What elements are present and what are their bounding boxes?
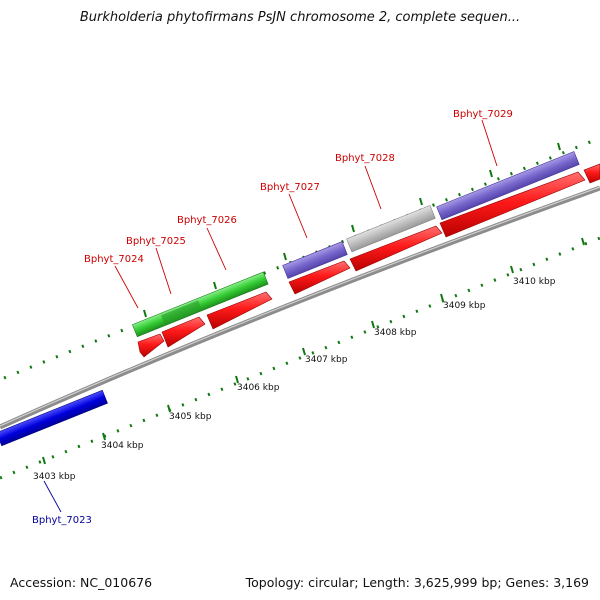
scale-label: 3403 kbp bbox=[33, 472, 76, 482]
scale-label: 3404 kbp bbox=[101, 441, 144, 451]
accession-text: Accession: NC_010676 bbox=[10, 575, 153, 590]
outer-tick-ring bbox=[3, 136, 600, 380]
gene-label-7027[interactable]: Bphyt_7027 bbox=[260, 182, 320, 193]
cds-arrow-7027[interactable] bbox=[288, 260, 351, 295]
grey-feature[interactable] bbox=[346, 204, 436, 253]
scale-label: 3406 kbp bbox=[237, 383, 280, 393]
gene-leaders bbox=[43, 119, 498, 513]
scale-tick-dots bbox=[0, 236, 600, 480]
cds-arrow-7025[interactable] bbox=[161, 316, 206, 348]
gene-labels: Bphyt_7023 Bphyt_7024 Bphyt_7025 Bphyt_7… bbox=[32, 109, 513, 526]
scale-label: 3410 kbp bbox=[513, 277, 556, 287]
purple-feature[interactable] bbox=[282, 241, 348, 279]
cds-track bbox=[137, 163, 600, 358]
leader-7024 bbox=[114, 265, 139, 309]
chromosome-backbone bbox=[0, 185, 600, 430]
purple-feature-long[interactable] bbox=[436, 151, 580, 221]
chromosome-backbone-highlight bbox=[0, 186, 600, 427]
scale-tick-majors bbox=[42, 237, 585, 465]
gene-label-7029[interactable]: Bphyt_7029 bbox=[453, 109, 513, 120]
scale-label: 3407 kbp bbox=[305, 355, 348, 365]
gene-label-7025[interactable]: Bphyt_7025 bbox=[126, 236, 186, 247]
leader-7028 bbox=[364, 165, 382, 210]
scale-labels: 3403 kbp 3404 kbp 3405 kbp 3406 kbp 3407… bbox=[33, 277, 556, 482]
scale-ring bbox=[0, 236, 600, 480]
topology-text: Topology: circular; Length: 3,625,999 bp… bbox=[245, 575, 589, 590]
scale-label: 3405 kbp bbox=[169, 412, 212, 422]
map-title: Burkholderia phytofirmans PsJN chromosom… bbox=[79, 10, 521, 25]
blue-feature[interactable] bbox=[0, 389, 108, 447]
leader-7023 bbox=[43, 480, 62, 513]
cds-arrow-7024[interactable] bbox=[137, 333, 165, 358]
cds-arrow-7029[interactable] bbox=[439, 171, 586, 238]
leader-7027 bbox=[288, 193, 308, 239]
cds-arrow-7026[interactable] bbox=[206, 291, 273, 330]
leader-7025 bbox=[155, 247, 172, 295]
scale-label: 3408 kbp bbox=[374, 328, 417, 338]
gene-label-7026[interactable]: Bphyt_7026 bbox=[177, 215, 237, 226]
leader-7026 bbox=[206, 227, 227, 271]
outer-tick-majors bbox=[143, 142, 561, 318]
gene-label-7023[interactable]: Bphyt_7023 bbox=[32, 515, 92, 526]
green-feature[interactable] bbox=[132, 271, 269, 338]
scale-label: 3409 kbp bbox=[443, 301, 486, 311]
gene-label-7024[interactable]: Bphyt_7024 bbox=[84, 254, 144, 265]
cds-arrow-next[interactable] bbox=[583, 163, 600, 184]
cds-arrow-7028[interactable] bbox=[349, 225, 443, 272]
gene-label-7028[interactable]: Bphyt_7028 bbox=[335, 153, 395, 164]
leader-7029 bbox=[481, 119, 498, 167]
